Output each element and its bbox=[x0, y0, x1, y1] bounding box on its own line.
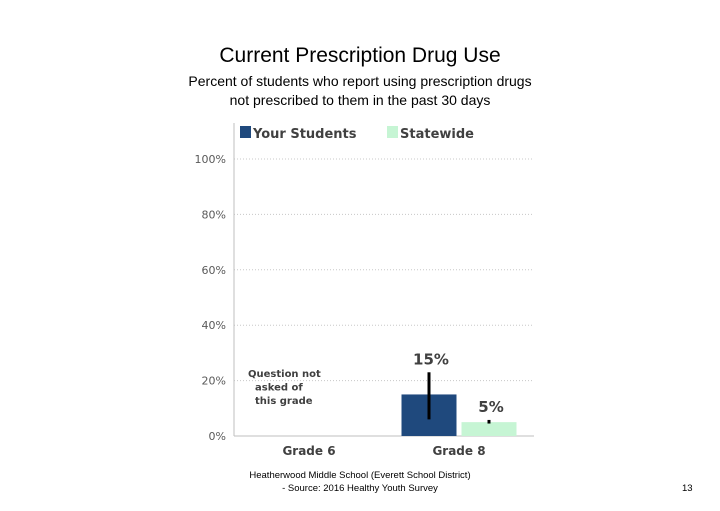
x-tick-label: Grade 6 bbox=[282, 444, 335, 458]
legend-swatch bbox=[240, 126, 251, 138]
y-tick-label: 0% bbox=[209, 430, 226, 443]
chart-subtitle-line-1: Percent of students who report using pre… bbox=[188, 73, 532, 89]
chart-subtitle-line-2: not prescribed to them in the past 30 da… bbox=[229, 92, 491, 108]
annotation-text: Question not bbox=[248, 369, 321, 380]
footer-source: - Source: 2016 Healthy Youth Survey bbox=[282, 483, 438, 494]
y-tick-label: 100% bbox=[195, 153, 226, 166]
x-tick-label: Grade 8 bbox=[432, 444, 485, 458]
bar bbox=[461, 422, 517, 436]
page-number: 13 bbox=[682, 483, 693, 494]
legend-label: Statewide bbox=[400, 127, 474, 142]
footer-school: Heatherwood Middle School (Everett Schoo… bbox=[249, 470, 471, 481]
y-tick-label: 80% bbox=[202, 208, 226, 221]
y-tick-label: 20% bbox=[202, 375, 226, 388]
y-tick-label: 60% bbox=[202, 264, 226, 277]
chart-title: Current Prescription Drug Use bbox=[219, 44, 501, 67]
annotation-text: asked of bbox=[255, 383, 303, 394]
data-label: 15% bbox=[413, 350, 449, 368]
data-label: 5% bbox=[478, 398, 503, 416]
legend-swatch bbox=[387, 126, 398, 138]
y-tick-label: 40% bbox=[202, 319, 226, 332]
legend-label: Your Students bbox=[252, 127, 357, 142]
annotation-text: this grade bbox=[255, 396, 313, 407]
